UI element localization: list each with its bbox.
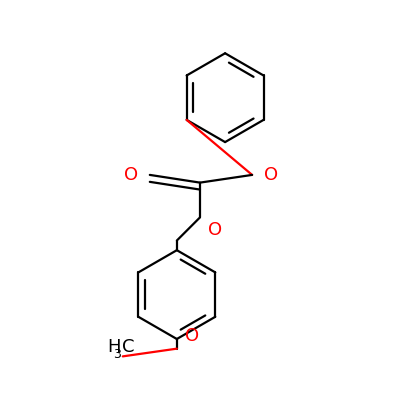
Text: O: O bbox=[184, 327, 199, 345]
Text: O: O bbox=[264, 166, 278, 184]
Text: O: O bbox=[124, 166, 138, 184]
Text: 3: 3 bbox=[113, 348, 121, 360]
Text: O: O bbox=[208, 221, 222, 239]
Text: H: H bbox=[107, 338, 121, 356]
Text: C: C bbox=[122, 338, 135, 356]
